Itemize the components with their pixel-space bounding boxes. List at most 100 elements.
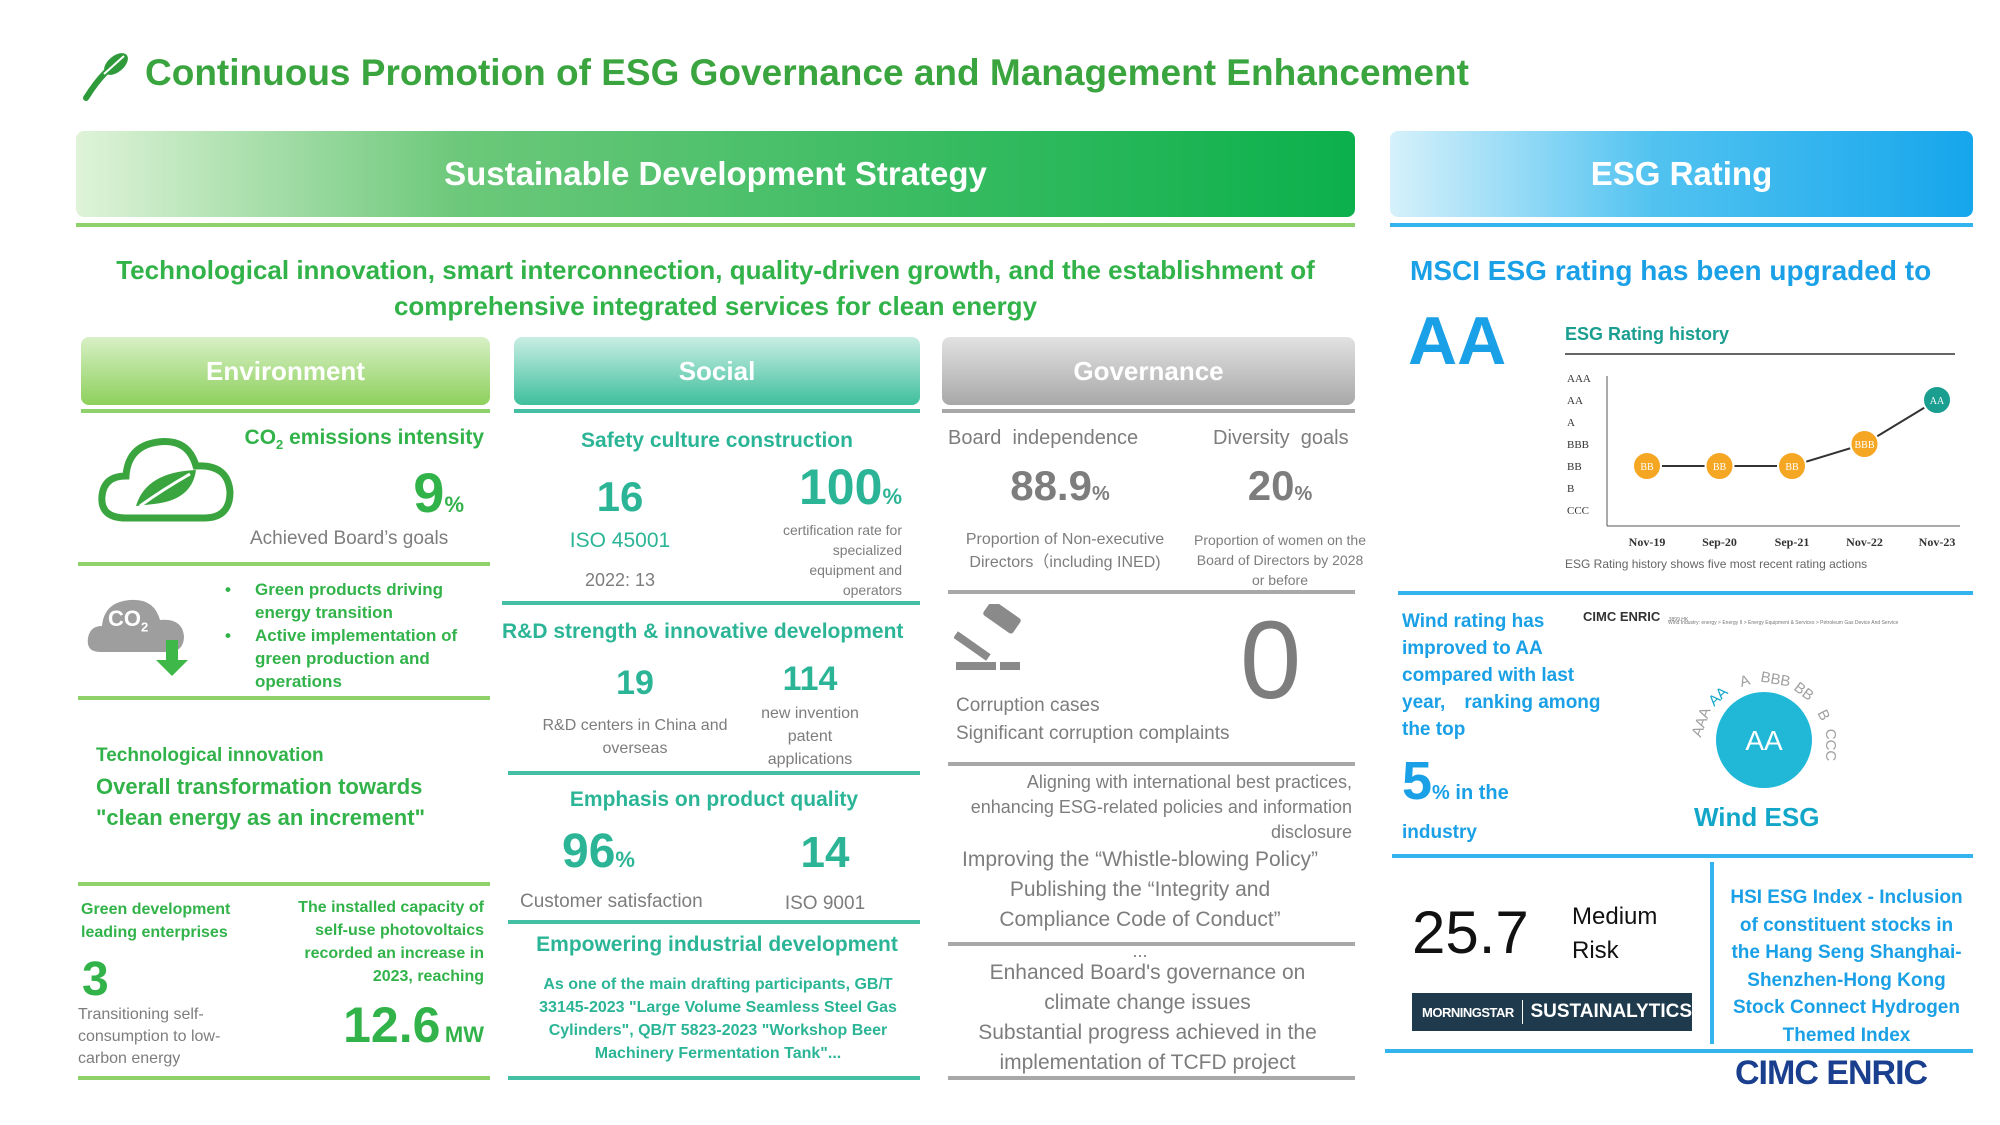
whistle-text: Improving the “Whistle-blowing Policy” P… [962,848,1318,931]
x-tick-label: Nov-22 [1846,535,1883,549]
divider [948,1076,1355,1080]
satisfaction-value: 96% [562,825,635,878]
tech-innovation-label: Technological innovation [96,745,324,766]
wind-scale-label: A [1738,672,1752,691]
bullet-item: Active implementation of green productio… [225,624,480,693]
wind-scale-label: BB [1791,679,1817,705]
wind-path: Wind Industry: energy > Energy II > Ener… [1668,620,1899,626]
morningstar-sustainalytics-logo: MORNINGSTAR SUSTAINALYTICS [1412,993,1692,1031]
strategy-tagline: Technological innovation, smart intercon… [76,252,1355,324]
pv-value: 12.6 MW [343,997,484,1053]
climate-text: Enhanced Board's governance on climate c… [978,961,1317,1074]
rating-point-label: AA [1930,396,1945,407]
vertical-divider [1710,862,1714,1044]
bullet-item: Green products driving energy transition [225,578,480,624]
divider [76,223,1355,227]
divider [942,409,1355,413]
divider [78,696,490,700]
y-tick-label: AA [1567,395,1583,407]
governance-header-label: Governance [1073,355,1224,386]
cert-caption: certification rate for specialized equip… [782,522,902,598]
environment-header-label: Environment [206,355,365,386]
iso9001-caption: ISO 9001 [784,893,866,914]
safety-value: 16 [596,473,644,520]
cert-value: 100% [799,459,902,515]
whistle-ellipsis: ... [1132,941,1148,961]
x-tick-label: Nov-19 [1629,535,1666,549]
esg-rating-bar: ESG Rating [1390,131,1973,217]
wind-scale-label: BBB [1759,669,1792,691]
divider [508,920,920,924]
rating-point-marker [1849,429,1880,459]
empower-text: As one of the main drafting participants… [539,976,897,1062]
co2-caption: Achieved Board’s goals [250,528,449,549]
cimc-enric-logo: CIMC ENRIC [1735,1054,1928,1092]
y-tick-label: B [1567,483,1574,495]
msci-value: AA [1408,303,1507,379]
divider [1390,223,1973,227]
gavel-icon [953,600,1034,674]
corruption-text: Corruption cases Significant corruption … [956,695,1230,744]
divider [81,409,490,413]
wind-company: CIMC ENRIC [1583,609,1661,624]
divider [508,1076,920,1080]
safety-iso: ISO 45001 [569,529,671,552]
board-value: 88.9% [1010,462,1110,509]
esg-rating-bar-label: ESG Rating [1590,155,1773,192]
tech-innovation-text: Overall transformation towards "clean en… [96,774,426,830]
co2-intensity-label: CO2 emissions intensity [244,426,484,453]
wind-industry: industry [1402,822,1477,843]
green-dev-label: Green development leading enterprises [81,901,231,941]
safety-prev: 2022: 13 [584,570,656,590]
cloud-leaf-icon [96,428,236,528]
safety-title: Safety culture construction [581,429,853,452]
rating-point-label: BB [1785,462,1799,473]
wind-scale-label: B [1814,707,1834,724]
tagline-line-1: Technological innovation, smart intercon… [116,255,1315,285]
divider [502,601,920,605]
sustainalytics-label: SUSTAINALYTICS [1530,1001,1692,1022]
wind-esg-logo: Wind ESG [1694,802,1820,832]
environment-header: Environment [81,337,490,405]
rating-point: AA [1922,385,1952,415]
wind-text: Wind rating has improved to AA compared … [1402,611,1601,740]
wind-header: CIMC ENRIC 3899.HK Wind Industry: energy… [1583,608,1973,626]
y-tick-label: A [1567,417,1575,429]
co2-icon-label: CO2 [108,606,149,635]
empower-title: Empowering industrial development [536,933,898,956]
green-dev-value: 3 [82,953,109,1006]
rd-centers-caption: R&D centers in China and overseas [542,717,728,757]
align-text: Aligning with international best practic… [970,772,1352,842]
x-tick-label: Sep-20 [1702,535,1737,549]
rating-point-marker [1704,451,1735,481]
diversity-label: Diversity goals [1213,427,1349,449]
logo-separator [1521,1000,1523,1024]
rating-point: BB [1777,451,1807,481]
wind-ticker: 3899.HK [1668,617,1689,623]
quality-title: Emphasis on product quality [569,788,859,811]
x-tick-label: Sep-21 [1775,535,1810,549]
y-tick-label: AAA [1567,373,1591,385]
social-header-label: Social [678,355,756,386]
sustainalytics-score: 25.7 [1412,899,1529,966]
divider [78,882,490,886]
social-header: Social [514,337,920,405]
morningstar-label: MORNINGSTAR [1422,1004,1514,1020]
co2-intensity-value: 9% [413,461,464,524]
corruption-value: 0 [1240,599,1302,722]
y-tick-label: BB [1567,461,1582,473]
rating-point: BBB [1849,429,1880,459]
y-tick-label: BBB [1567,439,1589,451]
divider [78,562,490,566]
rating-point-marker [1922,385,1952,415]
wind-scale-label: AAA [1688,705,1714,739]
wind-badge-value: AA [1745,725,1783,756]
patent-value: 114 [782,660,838,698]
board-caption: Proportion of Non-executive Directors（in… [965,531,1165,571]
divider [1398,591,1973,595]
rd-title: R&D strength & innovative development [502,620,904,643]
rating-point-marker [1632,451,1662,481]
hsi-text: HSI ESG Index - Inclusion of constituent… [1730,887,1963,1046]
